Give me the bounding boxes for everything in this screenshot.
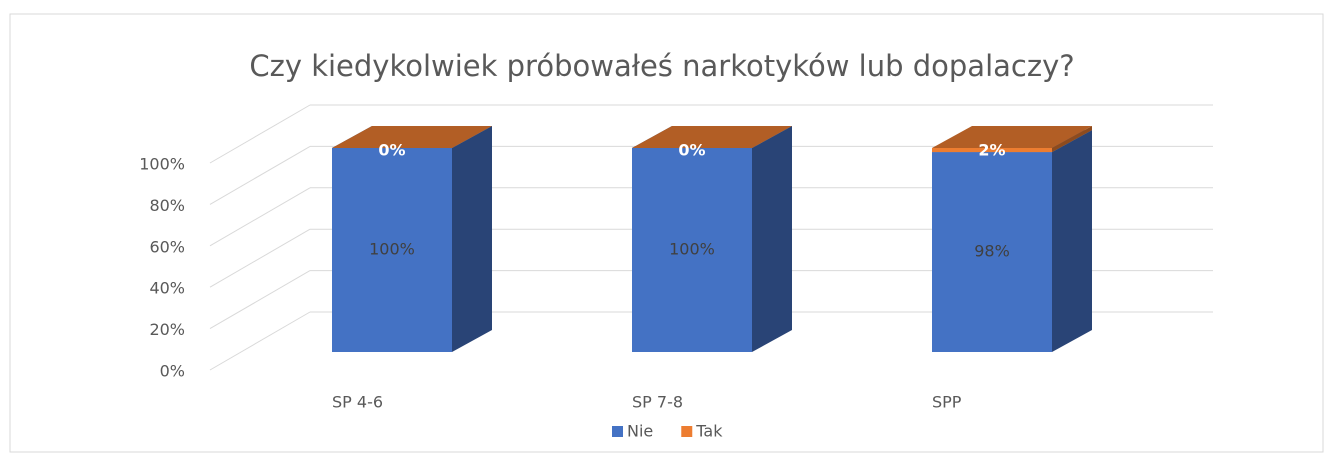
legend-swatch <box>612 426 623 437</box>
bar-side <box>1052 126 1092 153</box>
bar-top <box>632 126 792 148</box>
data-label: 98% <box>974 242 1010 261</box>
grid-line <box>209 145 311 205</box>
bar-side <box>1052 130 1092 352</box>
y-tick-label: 40% <box>149 279 185 298</box>
bar-side <box>452 126 492 352</box>
y-tick-label: 100% <box>139 155 185 174</box>
legend-label: Tak <box>695 422 723 441</box>
bar <box>332 148 452 352</box>
data-label: 0% <box>378 141 405 160</box>
bar <box>632 148 752 352</box>
x-tick-label: SP 7-8 <box>632 393 683 412</box>
grid-line <box>209 228 311 288</box>
bar-top <box>332 126 492 148</box>
bar-side <box>752 126 792 352</box>
y-tick-label: 0% <box>160 362 185 381</box>
x-tick-label: SPP <box>932 393 962 412</box>
legend-swatch <box>681 426 693 437</box>
legend-label: Nie <box>627 422 653 441</box>
grid-line <box>209 104 311 164</box>
data-label: 100% <box>669 240 715 259</box>
chart-title: Czy kiedykolwiek próbowałeś narkotyków l… <box>249 49 1074 83</box>
grid-line <box>209 187 311 247</box>
y-tick-label: 80% <box>149 196 185 215</box>
data-label: 0% <box>678 141 705 160</box>
data-label: 2% <box>978 141 1005 160</box>
bar <box>932 148 1052 153</box>
grid-line <box>209 311 311 371</box>
y-tick-label: 20% <box>149 320 185 339</box>
x-tick-label: SP 4-6 <box>332 393 383 412</box>
y-tick-label: 60% <box>149 237 185 256</box>
bar-top <box>932 126 1092 148</box>
data-label: 100% <box>369 240 415 259</box>
bar <box>932 152 1052 352</box>
grid-line <box>209 270 311 330</box>
